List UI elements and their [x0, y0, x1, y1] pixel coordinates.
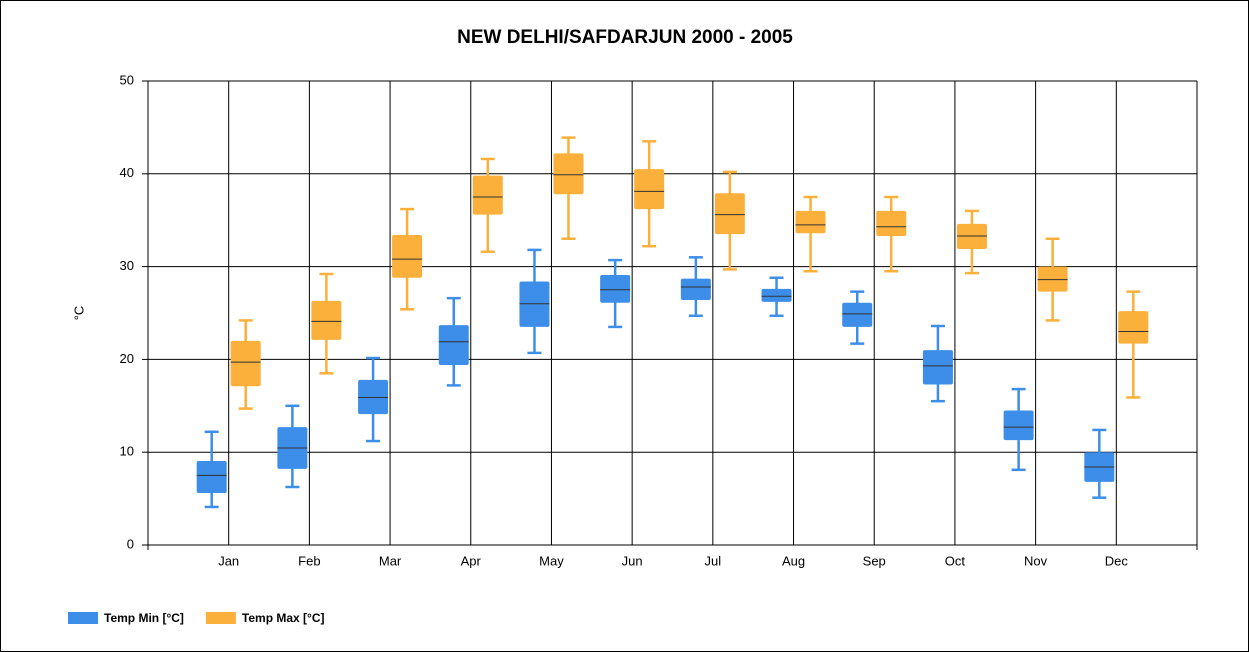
- x-tick-label: Nov: [1024, 553, 1048, 568]
- x-tick-label: Aug: [782, 553, 805, 568]
- box: [922, 350, 953, 385]
- legend-label: Temp Max [°C]: [242, 611, 325, 625]
- x-tick-label: May: [539, 553, 564, 568]
- y-axis-label: °C: [71, 306, 86, 321]
- box: [634, 169, 665, 210]
- chart-title: NEW DELHI/SAFDARJUN 2000 - 2005: [457, 27, 793, 48]
- box: [392, 235, 423, 278]
- box: [795, 210, 826, 234]
- box: [714, 193, 745, 235]
- box: [311, 300, 342, 340]
- box: [842, 302, 873, 327]
- x-tick-label: Oct: [945, 553, 966, 568]
- box: [600, 274, 631, 303]
- box: [196, 461, 227, 494]
- box: [876, 210, 907, 236]
- box: [472, 175, 503, 215]
- x-tick-label: Jun: [622, 553, 643, 568]
- y-tick-label: 20: [120, 351, 134, 366]
- y-tick-label: 50: [120, 72, 134, 87]
- box: [438, 325, 469, 365]
- x-tick-label: Feb: [298, 553, 320, 568]
- box: [1003, 410, 1034, 441]
- box: [230, 340, 261, 387]
- x-tick-label: Mar: [379, 553, 402, 568]
- x-tick-label: Dec: [1105, 553, 1129, 568]
- y-tick-label: 10: [120, 444, 134, 459]
- x-tick-label: Jul: [705, 553, 722, 568]
- box: [761, 288, 792, 302]
- legend-label: Temp Min [°C]: [104, 611, 184, 625]
- legend-swatch: [68, 612, 98, 624]
- box: [680, 278, 711, 301]
- box: [553, 153, 584, 195]
- y-tick-label: 40: [120, 165, 134, 180]
- box: [1118, 311, 1149, 344]
- y-tick-label: 0: [127, 536, 134, 551]
- x-tick-label: Apr: [461, 553, 482, 568]
- x-tick-label: Jan: [218, 553, 239, 568]
- y-tick-label: 30: [120, 258, 134, 273]
- legend-swatch: [205, 612, 236, 624]
- x-tick-label: Sep: [863, 553, 886, 568]
